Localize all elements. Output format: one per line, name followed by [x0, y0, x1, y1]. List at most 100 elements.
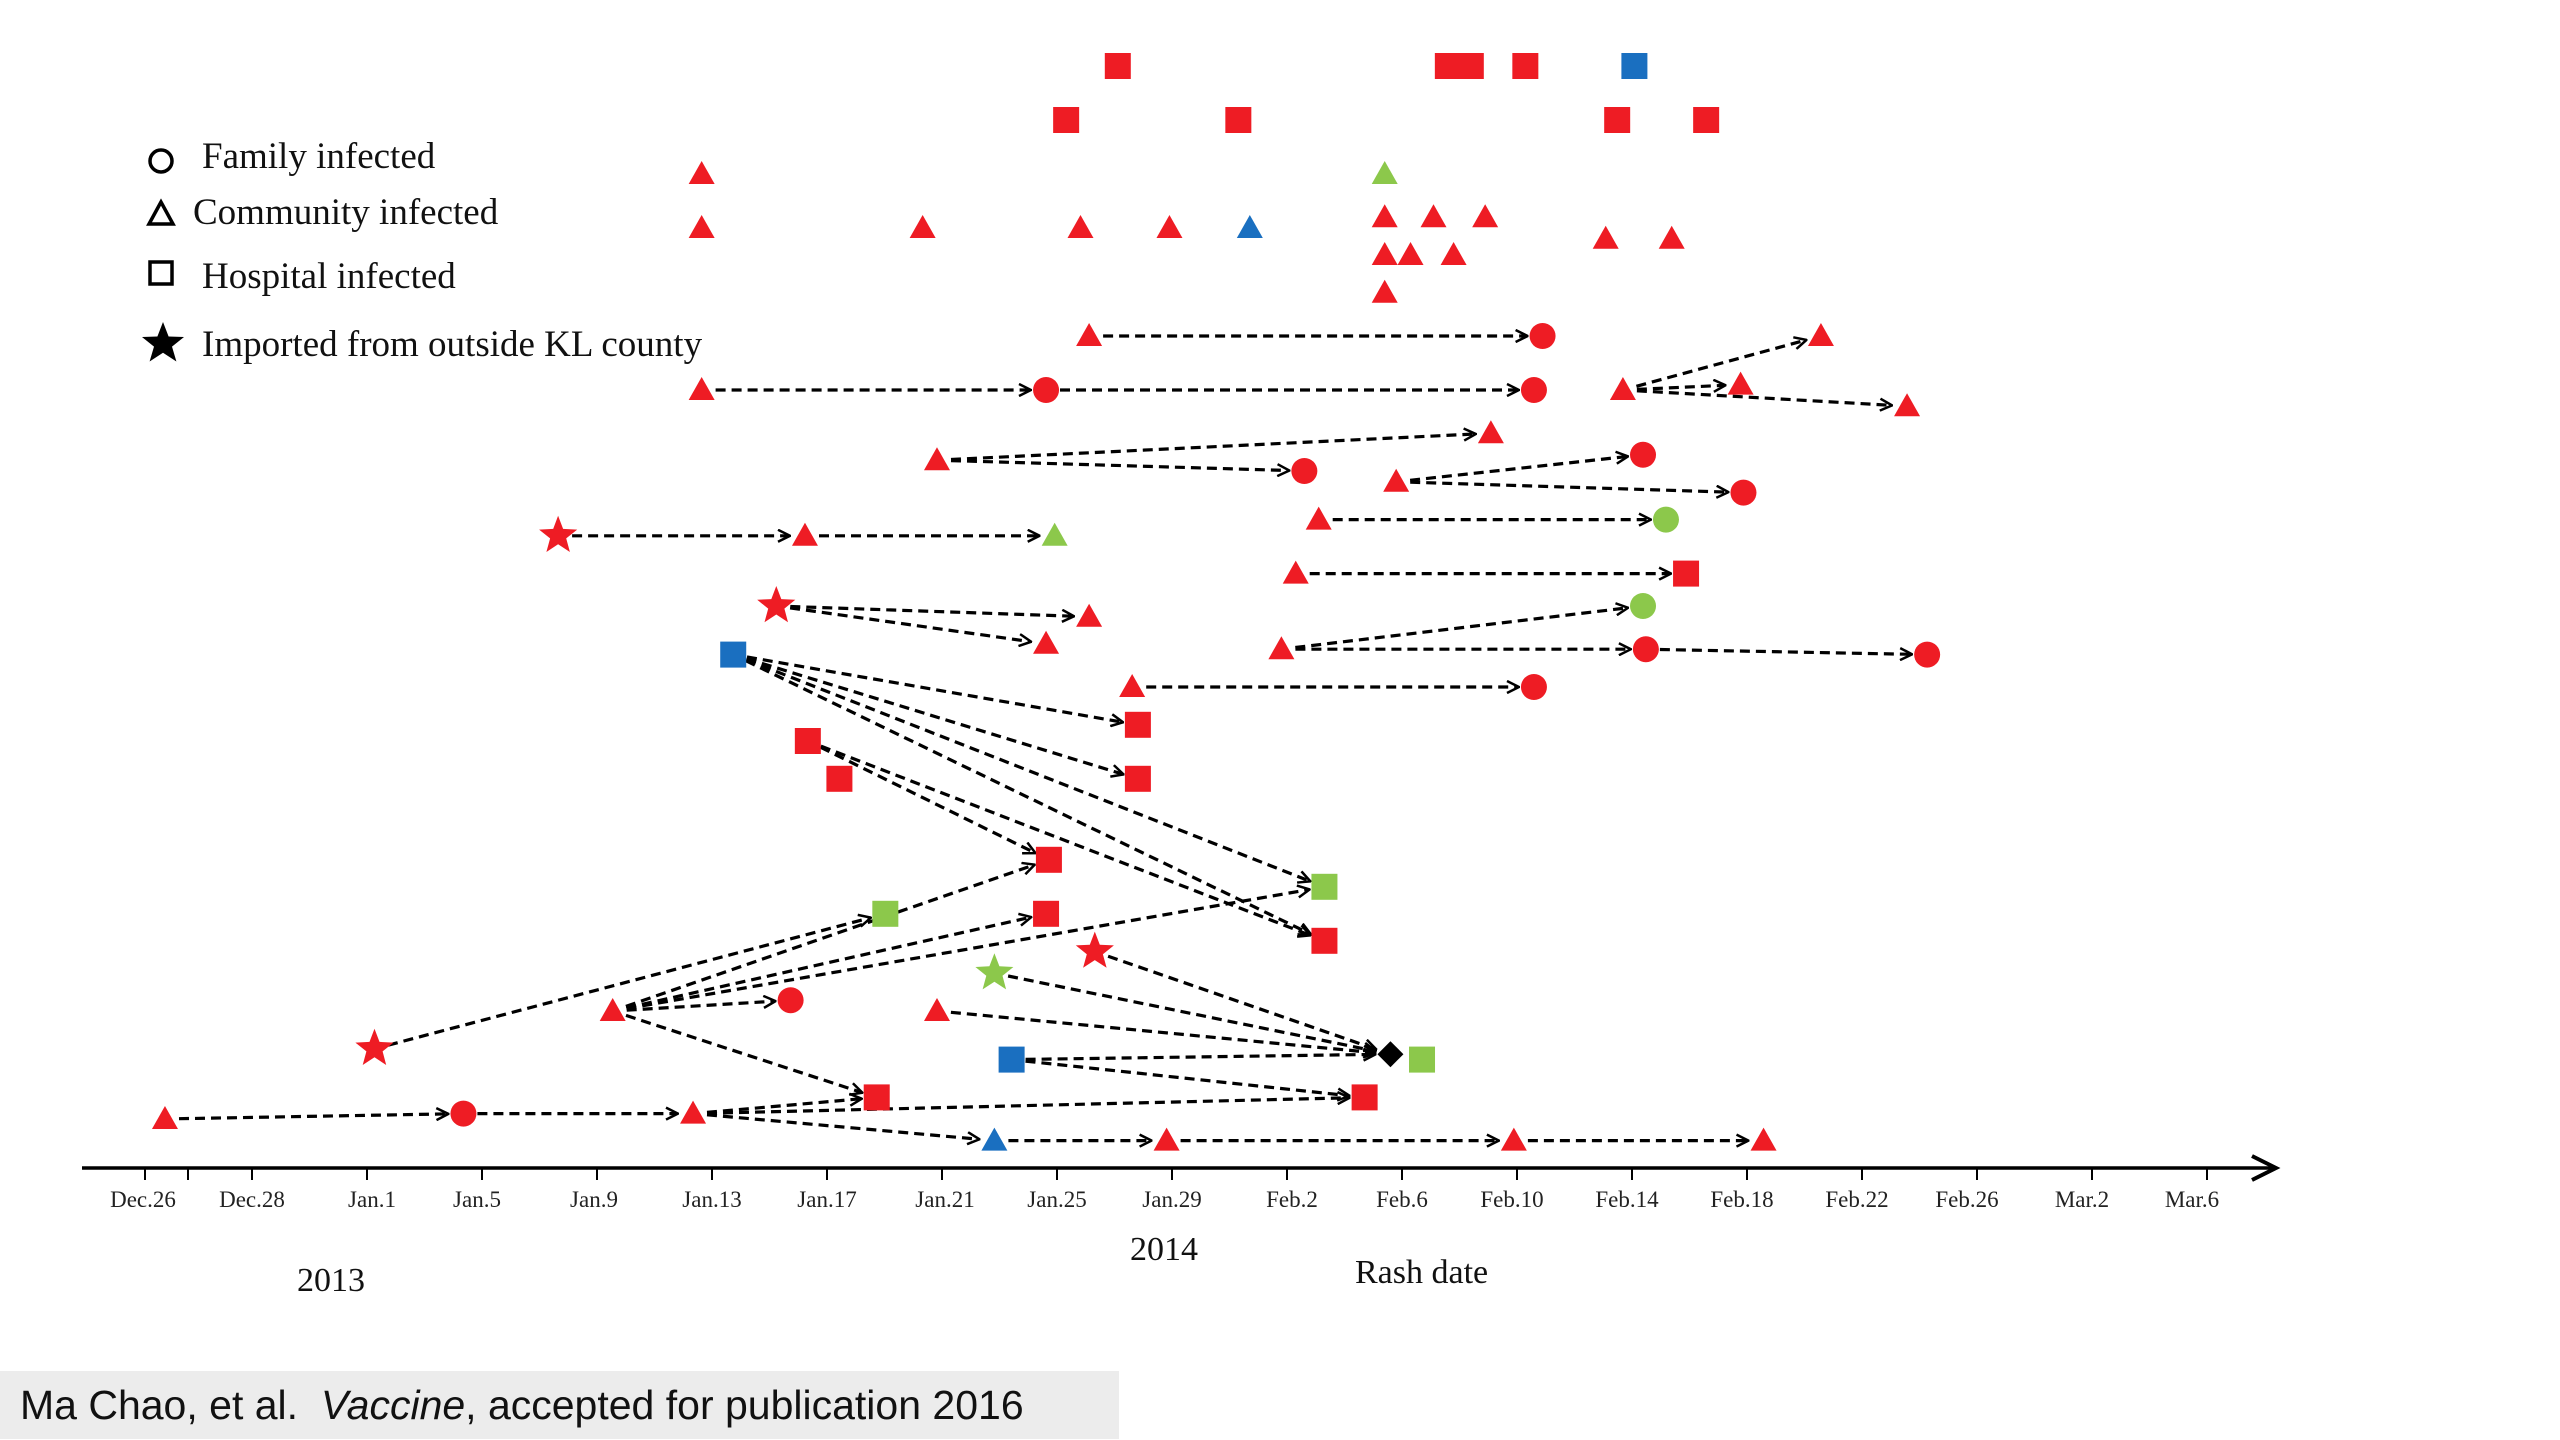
case-circle-marker [1529, 323, 1556, 349]
case-square-marker [1124, 711, 1151, 738]
case-triangle-marker [1658, 225, 1685, 249]
transmission-arrow [1635, 340, 1805, 388]
case-square-marker [1104, 53, 1131, 79]
case-square-marker [1621, 53, 1648, 79]
citation-authors: Ma Chao, et al. [20, 1382, 299, 1428]
case-circle-marker [1730, 479, 1757, 506]
case-triangle-marker [1807, 323, 1834, 346]
transmission-arrow [626, 1001, 775, 1012]
case-triangle-marker [1033, 630, 1060, 654]
x-tick-label: Dec.28 [219, 1187, 285, 1212]
case-triangle-marker [1153, 1127, 1180, 1151]
case-square-marker [1311, 927, 1338, 954]
case-circle-marker [1033, 377, 1060, 403]
transmission-arrow [1636, 389, 1891, 406]
case-triangle-marker [1119, 674, 1146, 697]
case-square-marker [863, 1084, 890, 1111]
case-circle-marker [1630, 441, 1657, 468]
x-tick-label: Jan.9 [570, 1187, 618, 1212]
case-diamond-marker [1377, 1041, 1404, 1068]
transmission-arrow [1025, 1054, 1375, 1059]
case-triangle-marker [923, 998, 950, 1021]
transmission-arrow [625, 865, 1034, 1008]
x-tick-label: Jan.5 [453, 1187, 501, 1212]
case-triangle-marker [1067, 215, 1094, 238]
case-square-marker [1035, 846, 1062, 873]
legend-label-imported: Imported from outside KL county [202, 324, 703, 365]
transmission-arrows [178, 336, 1911, 1141]
transmission-arrow [819, 745, 1034, 853]
transmission-arrow [1007, 974, 1375, 1051]
case-triangle-marker [1371, 279, 1398, 303]
case-square-marker [1351, 1084, 1378, 1111]
case-triangle-marker [1472, 204, 1499, 228]
case-circle-marker [777, 987, 804, 1014]
x-tick-label: Jan.13 [682, 1187, 741, 1212]
case-triangle-marker [1041, 522, 1068, 546]
x-axis-title: Rash date [1355, 1254, 1488, 1291]
case-square-marker [720, 641, 747, 668]
transmission-arrow [625, 917, 1030, 1010]
case-square-marker [794, 728, 821, 754]
x-tick-label: Mar.6 [2165, 1187, 2219, 1212]
case-square-marker [1053, 107, 1080, 133]
transmission-arrow [745, 659, 1310, 934]
transmission-arrow [1107, 954, 1375, 1049]
case-square-marker [998, 1046, 1025, 1073]
x-axis: Dec.26 Dec.28 Jan.1 Jan.5 Jan.9 Jan.13 Jan.17 J… [82, 1154, 2281, 1212]
case-triangle-marker [1268, 636, 1295, 660]
transmission-arrow [1410, 480, 1727, 492]
case-square-marker [1033, 900, 1060, 927]
case-circle-marker [1520, 674, 1547, 700]
case-triangle-marker [1440, 242, 1467, 265]
legend-label-community: Community infected [193, 192, 499, 233]
x-tick-label: Jan.1 [348, 1187, 396, 1212]
case-square-marker [1457, 53, 1484, 79]
case-circle-marker [1914, 641, 1941, 668]
legend-star-icon [142, 322, 184, 362]
case-triangle-marker [680, 1100, 707, 1124]
transmission-arrow [789, 606, 1030, 642]
legend-item-community: Community infected [146, 192, 499, 233]
case-square-marker [1693, 107, 1720, 133]
case-triangle-marker [688, 215, 715, 238]
transmission-arrow [706, 1099, 861, 1114]
case-triangle-marker [909, 215, 936, 238]
citation-journal: Vaccine [320, 1382, 466, 1428]
case-square-marker [1512, 53, 1539, 79]
legend-circle-icon [148, 148, 174, 174]
case-circle-marker [1652, 506, 1679, 533]
case-star-marker [355, 1028, 394, 1065]
case-square-marker [872, 900, 899, 927]
legend-item-family: Family infected [148, 136, 436, 177]
case-triangle-marker [1477, 420, 1504, 444]
case-triangle-marker [1236, 215, 1263, 238]
x-tick-label: Feb.22 [1825, 1187, 1888, 1212]
case-circle-marker [1630, 593, 1657, 619]
year-label-2014: 2014 [1130, 1231, 1198, 1268]
legend-label-hospital: Hospital infected [202, 256, 456, 297]
transmission-arrow [790, 604, 1073, 617]
x-tick-label: Jan.21 [915, 1187, 974, 1212]
case-square-marker [1604, 107, 1631, 133]
case-triangle-marker [1609, 377, 1636, 400]
case-triangle-marker [1500, 1127, 1527, 1151]
case-triangle-marker [1420, 204, 1447, 228]
x-tick-label: Dec.26 [110, 1187, 176, 1212]
case-triangle-marker [923, 447, 950, 471]
case-triangle-marker [151, 1106, 178, 1129]
x-tick-label: Feb.10 [1480, 1187, 1543, 1212]
case-circle-marker [450, 1100, 477, 1127]
x-tick-label: Feb.26 [1935, 1187, 1998, 1212]
x-axis-arrow-icon [2251, 1154, 2281, 1182]
case-triangle-marker [1305, 506, 1332, 530]
transmission-arrow [950, 1010, 1375, 1052]
citation-rest: , accepted for publication 2016 [465, 1382, 1024, 1428]
transmission-arrow [706, 1113, 979, 1139]
case-triangle-marker [981, 1127, 1008, 1151]
case-star-marker [975, 953, 1014, 990]
case-triangle-marker [1397, 242, 1424, 265]
case-square-marker [1124, 765, 1151, 792]
x-tick-label: Feb.14 [1595, 1187, 1659, 1212]
legend-item-hospital: Hospital infected [148, 256, 456, 297]
